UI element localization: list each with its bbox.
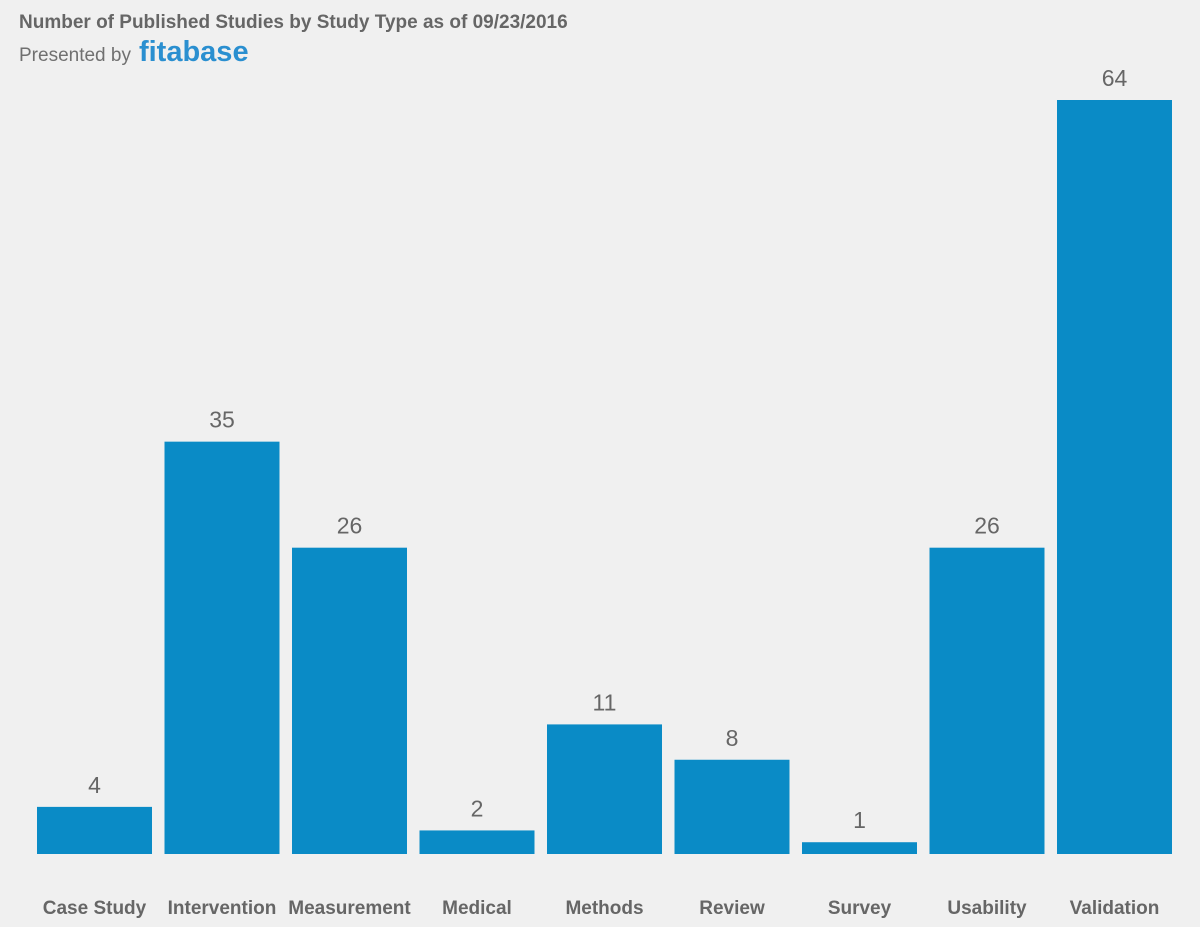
category-label-survey: Survey bbox=[828, 898, 892, 919]
value-label-methods: 11 bbox=[593, 689, 617, 715]
chart-title: Number of Published Studies by Study Typ… bbox=[19, 12, 568, 33]
chart-header: Number of Published Studies by Study Typ… bbox=[19, 12, 568, 67]
value-label-validation: 64 bbox=[1102, 65, 1128, 91]
value-label-intervention: 35 bbox=[209, 407, 235, 433]
bar-methods bbox=[547, 724, 662, 854]
category-label-methods: Methods bbox=[565, 898, 643, 919]
bar-validation bbox=[1057, 100, 1172, 854]
category-label-review: Review bbox=[699, 898, 765, 919]
category-label-measurement: Measurement bbox=[288, 898, 411, 919]
value-label-case-study: 4 bbox=[88, 772, 101, 798]
category-label-case-study: Case Study bbox=[43, 898, 147, 919]
bar-case-study bbox=[37, 806, 152, 854]
value-label-review: 8 bbox=[726, 725, 739, 751]
bar-measurement bbox=[292, 547, 407, 854]
fitabase-logo: fitabase bbox=[138, 36, 249, 68]
category-label-usability: Usability bbox=[947, 898, 1027, 919]
category-label-validation: Validation bbox=[1070, 898, 1160, 919]
category-label-intervention: Intervention bbox=[168, 898, 277, 919]
bar-survey bbox=[802, 842, 917, 854]
value-label-medical: 2 bbox=[471, 795, 484, 821]
value-label-survey: 1 bbox=[853, 807, 866, 833]
category-label-medical: Medical bbox=[442, 898, 512, 919]
bar-medical bbox=[419, 830, 535, 854]
bar-review bbox=[674, 759, 790, 854]
bar-intervention bbox=[164, 441, 280, 854]
presented-by-line: Presented by fitabase bbox=[19, 36, 568, 68]
presented-by-text: Presented by bbox=[19, 45, 131, 66]
bar-usability bbox=[929, 547, 1045, 854]
value-label-usability: 26 bbox=[974, 513, 1000, 539]
value-label-measurement: 26 bbox=[337, 513, 363, 539]
